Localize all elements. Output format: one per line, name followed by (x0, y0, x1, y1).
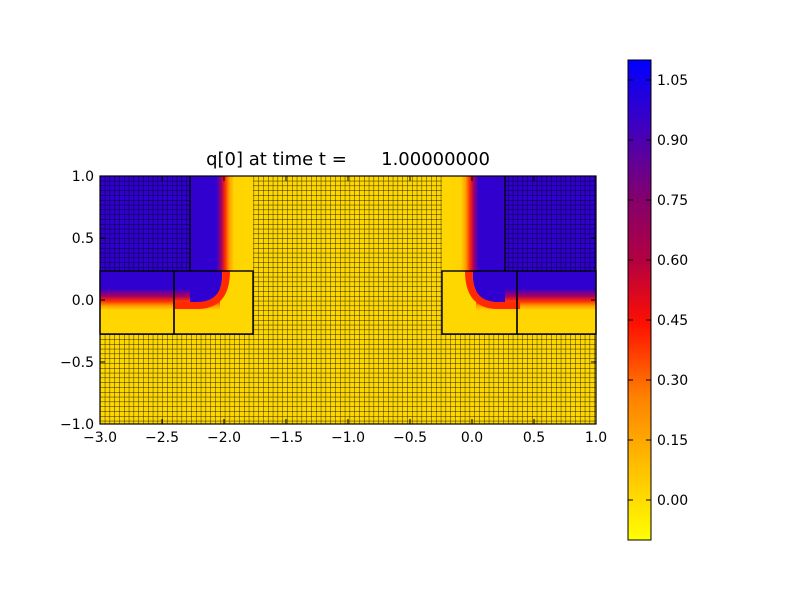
colorbar-gradient (627, 59, 652, 541)
colorbar-tick-label: 0.15 (657, 433, 688, 449)
right-corner-blend (472, 271, 505, 302)
colorbar-tick-label: 1.05 (657, 73, 688, 89)
x-tick-label: −0.5 (393, 430, 427, 446)
colorbar-tick-label: 0.90 (657, 133, 688, 149)
x-tick-label: −1.5 (269, 430, 303, 446)
colorbar-tick-label: 0.00 (657, 493, 688, 509)
x-tick-label: −1.0 (331, 430, 365, 446)
x-axis: −3.0 −2.5 −2.0 −1.5 −1.0 −0.5 0.0 0.5 1.0 (83, 176, 607, 446)
colorbar-tick-label: 0.60 (657, 253, 688, 269)
mesh-right-upper (505, 176, 596, 271)
chart-title: q[0] at time t = 1.00000000 (206, 149, 490, 170)
y-tick-label: −0.5 (60, 355, 94, 371)
left-corner-blend (190, 271, 223, 302)
x-tick-label: −2.0 (207, 430, 241, 446)
left-corner-red (175, 271, 230, 309)
left-vertical-channel (190, 176, 253, 271)
y-tick-label: 1.0 (72, 169, 94, 185)
patch-boundaries (99, 176, 597, 335)
right-vertical-channel (442, 176, 505, 271)
x-tick-label: −2.5 (145, 430, 179, 446)
mesh-middle (253, 176, 442, 334)
colorbar-tick-label: 0.30 (657, 373, 688, 389)
y-axis: −1.0 −0.5 0.0 0.5 1.0 (60, 169, 596, 433)
x-tick-label: 0.5 (523, 430, 545, 446)
y-tick-label: −1.0 (60, 417, 94, 433)
right-corner-red (465, 271, 520, 309)
colorbar: 0.00 0.15 0.30 0.45 0.60 0.75 0.90 1.05 (627, 59, 688, 541)
x-tick-label: −3.0 (83, 430, 117, 446)
mesh-left-upper (100, 176, 190, 271)
colorbar-ticks: 0.00 0.15 0.30 0.45 0.60 0.75 0.90 1.05 (628, 73, 688, 509)
y-tick-label: 0.5 (72, 231, 94, 247)
y-tick-label: 0.0 (72, 293, 94, 309)
colorbar-tick-label: 0.45 (657, 313, 688, 329)
x-tick-label: 0.0 (461, 430, 483, 446)
x-tick-label: 1.0 (585, 430, 607, 446)
colorbar-tick-label: 0.75 (657, 193, 688, 209)
mesh-bottom (100, 334, 596, 424)
plot-area (99, 175, 597, 425)
